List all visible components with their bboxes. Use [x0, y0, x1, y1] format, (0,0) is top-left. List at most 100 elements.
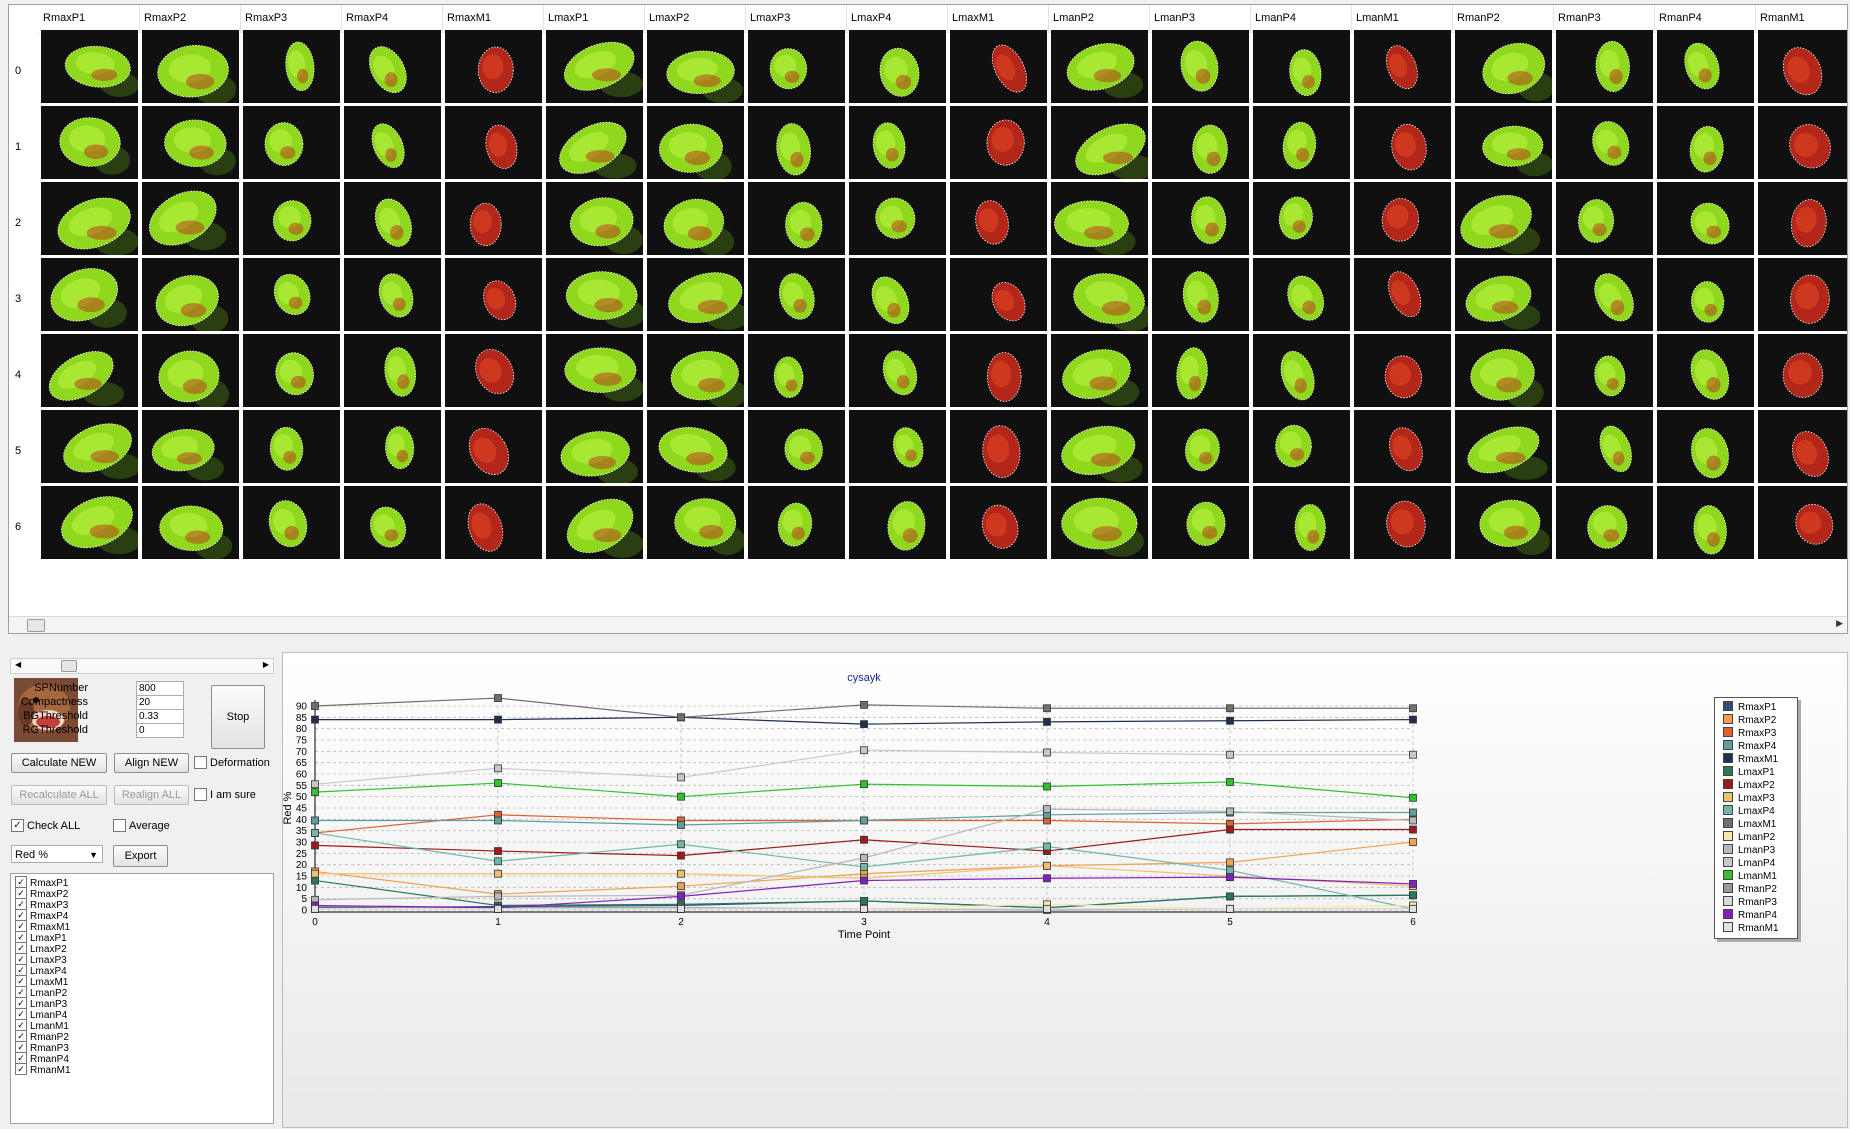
thumbnail-cell[interactable] [1152, 182, 1249, 255]
slider-thumb[interactable] [61, 660, 77, 672]
column-header[interactable]: LmanP4 [1251, 5, 1352, 33]
thumbnail-cell[interactable] [1455, 410, 1552, 483]
thumbnail-cell[interactable] [41, 30, 138, 103]
thumbnail-cell[interactable] [849, 106, 946, 179]
thumbnail-cell[interactable] [748, 30, 845, 103]
thumbnail-cell[interactable] [344, 486, 441, 559]
thumbnail-cell[interactable] [1354, 30, 1451, 103]
column-header[interactable]: RmanM1 [1756, 5, 1847, 33]
thumbnail-cell[interactable] [546, 410, 643, 483]
thumbnail-cell[interactable] [1253, 334, 1350, 407]
slider-left-arrow[interactable]: ◀ [15, 660, 22, 669]
thumbnail-cell[interactable] [1051, 106, 1148, 179]
thumbnail-cell[interactable] [41, 182, 138, 255]
thumbnail-cell[interactable] [1758, 106, 1847, 179]
thumbnail-cell[interactable] [1556, 334, 1653, 407]
thumbnail-cell[interactable] [546, 486, 643, 559]
thumbnail-cell[interactable] [647, 106, 744, 179]
series-checkbox-rmanp2[interactable]: ✓ RmanP2 [15, 1030, 69, 1044]
thumbnail-cell[interactable] [748, 486, 845, 559]
horizontal-scrollbar[interactable]: ▶ [9, 616, 1847, 633]
thumbnail-cell[interactable] [445, 334, 542, 407]
thumbnail-cell[interactable] [1758, 182, 1847, 255]
series-checkbox-rmanp3[interactable]: ✓ RmanP3 [15, 1041, 69, 1055]
thumbnail-cell[interactable] [1354, 258, 1451, 331]
thumbnail-cell[interactable] [1455, 30, 1552, 103]
row-header[interactable]: 6 [15, 521, 22, 533]
column-header[interactable]: LmanM1 [1352, 5, 1453, 33]
column-header[interactable]: LmaxM1 [948, 5, 1049, 33]
recalculate-all-button[interactable]: Recalculate ALL [11, 785, 107, 805]
thumbnail-cell[interactable] [647, 410, 744, 483]
thumbnail-cell[interactable] [243, 106, 340, 179]
thumbnail-cell[interactable] [849, 334, 946, 407]
row-header[interactable]: 4 [15, 369, 22, 381]
thumbnail-cell[interactable] [344, 182, 441, 255]
thumbnail-cell[interactable] [1253, 410, 1350, 483]
thumbnail-cell[interactable] [243, 182, 340, 255]
thumbnail-cell[interactable] [546, 182, 643, 255]
row-header[interactable]: 1 [15, 141, 22, 153]
thumbnail-cell[interactable] [445, 30, 542, 103]
thumbnail-cell[interactable] [344, 30, 441, 103]
thumbnail-cell[interactable] [546, 258, 643, 331]
thumbnail-cell[interactable] [647, 334, 744, 407]
thumbnail-cell[interactable] [647, 486, 744, 559]
thumbnail-cell[interactable] [445, 486, 542, 559]
export-button[interactable]: Export [113, 845, 168, 867]
thumbnail-cell[interactable] [1657, 410, 1754, 483]
slider-right-arrow[interactable]: ▶ [262, 660, 269, 669]
thumbnail-cell[interactable] [142, 182, 239, 255]
image-slider[interactable]: ◀ ▶ [10, 658, 274, 674]
rgthreshold-input[interactable] [136, 723, 184, 738]
thumbnail-cell[interactable] [1354, 106, 1451, 179]
thumbnail-cell[interactable] [647, 182, 744, 255]
series-checkbox-lmanp3[interactable]: ✓ LmanP3 [15, 997, 67, 1011]
thumbnail-cell[interactable] [243, 410, 340, 483]
thumbnail-cell[interactable] [344, 258, 441, 331]
column-header[interactable]: LmaxP3 [746, 5, 847, 33]
column-header[interactable]: RmaxP3 [241, 5, 342, 33]
thumbnail-cell[interactable] [142, 30, 239, 103]
thumbnail-cell[interactable] [1051, 334, 1148, 407]
thumbnail-grid[interactable]: RmaxP1 RmaxP2 RmaxP3 RmaxP4 RmaxM1 LmaxP1 Lmax… [8, 4, 1848, 634]
thumbnail-cell[interactable] [950, 30, 1047, 103]
thumbnail-cell[interactable] [1253, 30, 1350, 103]
thumbnail-cell[interactable] [1758, 30, 1847, 103]
thumbnail-cell[interactable] [1556, 106, 1653, 179]
thumbnail-cell[interactable] [344, 410, 441, 483]
thumbnail-cell[interactable] [1657, 182, 1754, 255]
i-am-sure-checkbox[interactable]: I am sure [194, 787, 256, 802]
thumbnail-cell[interactable] [748, 182, 845, 255]
thumbnail-cell[interactable] [748, 106, 845, 179]
thumbnail-cell[interactable] [849, 486, 946, 559]
thumbnail-cell[interactable] [1455, 486, 1552, 559]
series-checkbox-rmaxp3[interactable]: ✓ RmaxP3 [15, 898, 68, 912]
thumbnail-cell[interactable] [1657, 30, 1754, 103]
thumbnail-cell[interactable] [748, 334, 845, 407]
thumbnail-cell[interactable] [849, 30, 946, 103]
thumbnail-cell[interactable] [1253, 182, 1350, 255]
thumbnail-cell[interactable] [1152, 258, 1249, 331]
column-header[interactable]: LmaxP2 [645, 5, 746, 33]
thumbnail-cell[interactable] [142, 410, 239, 483]
thumbnail-cell[interactable] [41, 258, 138, 331]
thumbnail-cell[interactable] [243, 334, 340, 407]
thumbnail-cell[interactable] [1556, 182, 1653, 255]
series-checkbox-lmaxp4[interactable]: ✓ LmaxP4 [15, 964, 67, 978]
thumbnail-cell[interactable] [1354, 486, 1451, 559]
thumbnail-cell[interactable] [1556, 258, 1653, 331]
thumbnail-cell[interactable] [1051, 30, 1148, 103]
thumbnail-cell[interactable] [1051, 486, 1148, 559]
thumbnail-cell[interactable] [1051, 182, 1148, 255]
deformation-checkbox[interactable]: Deformation [194, 755, 270, 770]
column-header[interactable]: LmaxP4 [847, 5, 948, 33]
thumbnail-cell[interactable] [1152, 486, 1249, 559]
thumbnail-cell[interactable] [1152, 334, 1249, 407]
thumbnail-cell[interactable] [849, 258, 946, 331]
thumbnail-cell[interactable] [1556, 486, 1653, 559]
thumbnail-cell[interactable] [1354, 410, 1451, 483]
thumbnail-cell[interactable] [950, 410, 1047, 483]
thumbnail-cell[interactable] [950, 258, 1047, 331]
check-all-checkbox[interactable]: ✓ Check ALL [11, 818, 80, 833]
